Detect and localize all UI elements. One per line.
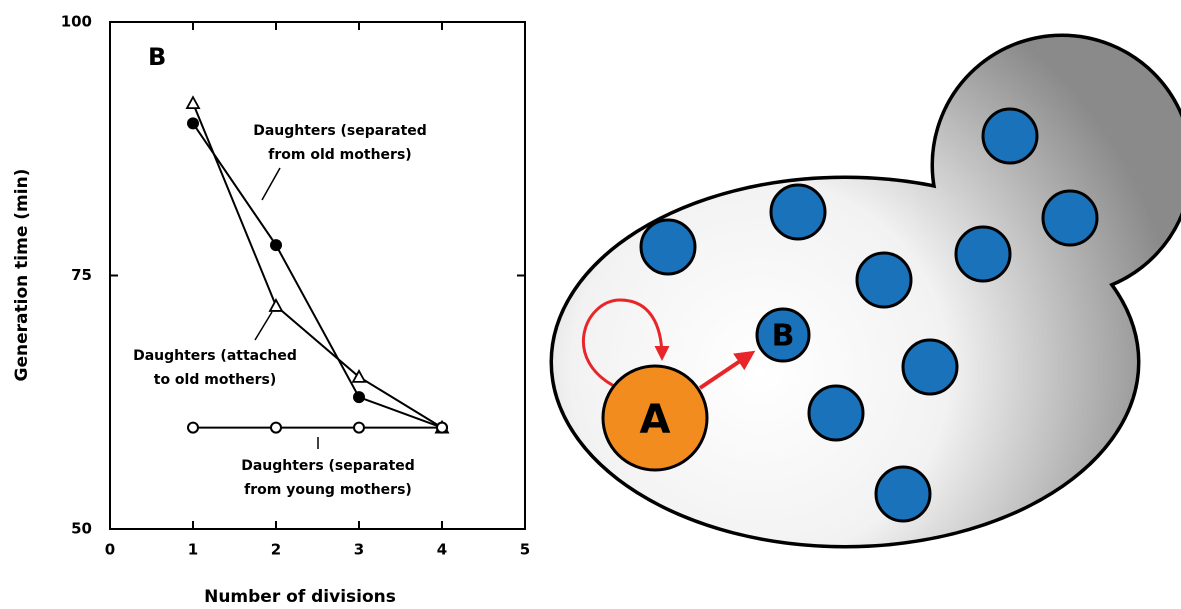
annotation: to old mothers) xyxy=(154,372,277,388)
annotation: Daughters (separated xyxy=(253,123,427,139)
x-axis-label: Number of divisions xyxy=(204,587,396,607)
y-tick-label: 100 xyxy=(61,13,92,31)
series-line xyxy=(192,122,443,429)
node-label: A xyxy=(640,397,671,443)
annotation: from old mothers) xyxy=(268,147,411,163)
x-tick-label: 2 xyxy=(271,541,281,559)
point xyxy=(270,421,282,434)
organelles xyxy=(639,107,1099,523)
node-label: B xyxy=(772,319,795,354)
x-tick-label: 5 xyxy=(520,541,530,559)
leader-line xyxy=(261,167,281,201)
leader-line xyxy=(254,311,273,341)
point xyxy=(185,95,201,110)
y-axis-label: Generation time (min) xyxy=(12,169,32,382)
point xyxy=(353,391,365,404)
point xyxy=(353,421,365,434)
x-tick-label: 0 xyxy=(105,541,115,559)
annotation: Daughters (attached xyxy=(133,348,297,364)
node-a xyxy=(601,364,709,472)
arrow xyxy=(698,350,756,390)
y-tick-label: 50 xyxy=(71,520,92,538)
point xyxy=(268,298,284,312)
point xyxy=(187,117,199,130)
point xyxy=(270,239,282,252)
point xyxy=(436,421,448,434)
point xyxy=(351,369,367,383)
annotation: Daughters (separated xyxy=(241,458,415,474)
diagram: B A xyxy=(549,33,1181,549)
x-tick-label: 4 xyxy=(437,541,447,559)
node-b xyxy=(755,307,811,363)
y-tick-label: 75 xyxy=(71,266,92,284)
x-tick-label: 3 xyxy=(354,541,364,559)
series-line xyxy=(192,102,443,429)
panel-label: B xyxy=(148,43,166,71)
chart: 0 1 2 3 4 5 50 75 100 Number of divisions Generati… xyxy=(12,13,530,608)
x-tick-label: 1 xyxy=(188,541,198,559)
annotation: from young mothers) xyxy=(244,482,412,498)
plot-frame xyxy=(109,21,526,530)
point xyxy=(187,421,199,434)
self-arrow xyxy=(582,298,670,390)
